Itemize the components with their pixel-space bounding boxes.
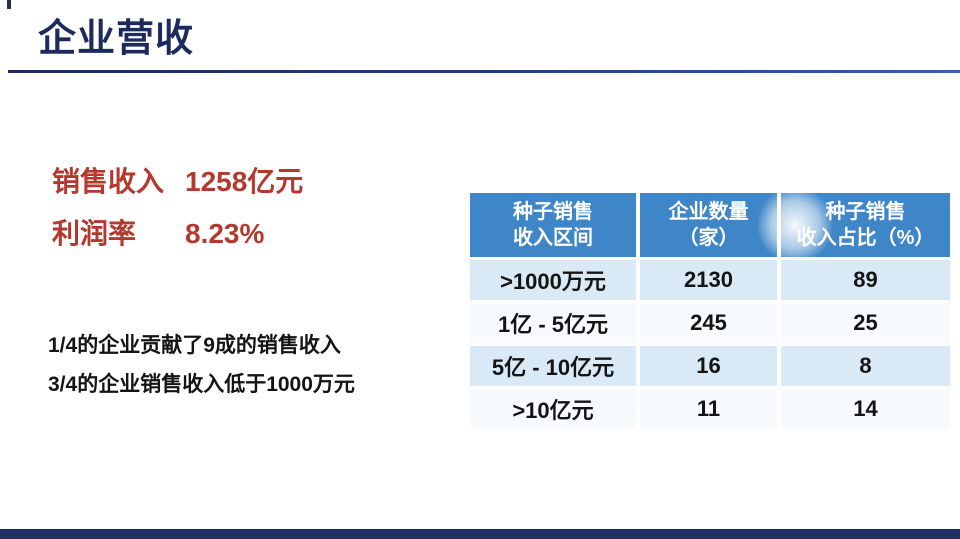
table-cell-share-row3: 8 [781, 346, 950, 386]
title-underline [8, 70, 960, 73]
stat-profit-rate-value: 8.23% [185, 218, 265, 249]
stat-profit-rate-label: 利润率 [52, 218, 137, 249]
table-cell-count-row3: 16 [640, 346, 777, 386]
seed-sales-table: 种子销售 收入区间 企业数量 （家） 种子销售 收入占比（%） >1000万元 … [470, 193, 950, 429]
footer-bar [0, 529, 960, 539]
note-line-bottom-quarters: 3/4的企业销售收入低于1000万元 [48, 373, 355, 396]
table-cell-count-row2: 245 [640, 303, 777, 343]
table-cell-share-row2: 25 [781, 303, 950, 343]
stat-profit-rate: 利润率 8.23% [52, 212, 303, 264]
corner-tick [7, 0, 11, 9]
stat-sales-revenue: 销售收入 1258亿元 [52, 160, 303, 212]
table-cell-range-row2: 1亿 - 5亿元 [470, 303, 636, 343]
table-cell-range-row3: 5亿 - 10亿元 [470, 346, 636, 386]
notes-block: 1/4的企业贡献了9成的销售收入 3/4的企业销售收入低于1000万元 [48, 326, 355, 404]
stat-sales-revenue-label: 销售收入 [52, 166, 165, 197]
note-line-top-quarter: 1/4的企业贡献了9成的销售收入 [48, 334, 341, 357]
table-cell-share-row4: 14 [781, 389, 950, 429]
table-cell-count-row1: 2130 [640, 260, 777, 300]
col-header-company-count: 企业数量 （家） [640, 193, 777, 257]
page-title: 企业营收 [38, 18, 195, 60]
col-header-income-range: 种子销售 收入区间 [470, 193, 636, 257]
table-cell-count-row4: 11 [640, 389, 777, 429]
stats-block: 销售收入 1258亿元 利润率 8.23% [52, 160, 303, 264]
table-cell-range-row1: >1000万元 [470, 260, 636, 300]
table-cell-range-row4: >10亿元 [470, 389, 636, 429]
stat-sales-revenue-value: 1258亿元 [185, 166, 304, 197]
table-cell-share-row1: 89 [781, 260, 950, 300]
col-header-income-share: 种子销售 收入占比（%） [781, 193, 950, 257]
